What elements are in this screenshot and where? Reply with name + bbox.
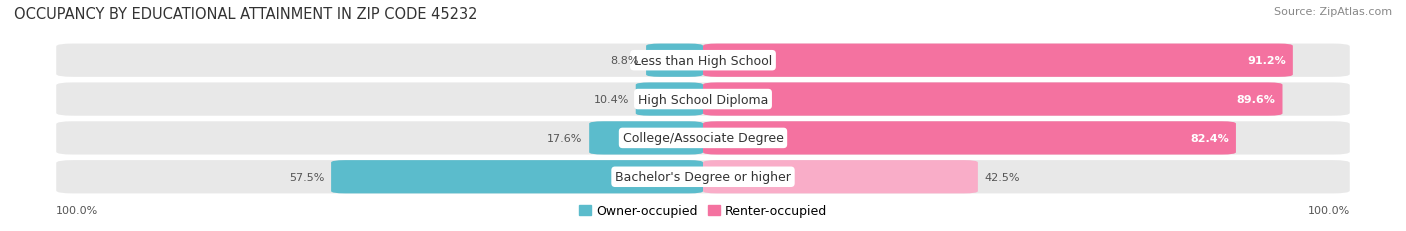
Text: 91.2%: 91.2%: [1247, 56, 1286, 66]
Text: 100.0%: 100.0%: [56, 206, 98, 216]
FancyBboxPatch shape: [56, 44, 1350, 77]
FancyBboxPatch shape: [636, 83, 703, 116]
FancyBboxPatch shape: [589, 122, 703, 155]
FancyBboxPatch shape: [703, 83, 1282, 116]
Text: High School Diploma: High School Diploma: [638, 93, 768, 106]
Text: 10.4%: 10.4%: [593, 95, 628, 105]
Text: 100.0%: 100.0%: [1308, 206, 1350, 216]
FancyBboxPatch shape: [703, 160, 979, 194]
FancyBboxPatch shape: [647, 44, 703, 77]
Text: College/Associate Degree: College/Associate Degree: [623, 132, 783, 145]
FancyBboxPatch shape: [56, 122, 1350, 155]
Text: 8.8%: 8.8%: [610, 56, 640, 66]
FancyBboxPatch shape: [56, 160, 1350, 194]
Text: Less than High School: Less than High School: [634, 55, 772, 67]
Legend: Owner-occupied, Renter-occupied: Owner-occupied, Renter-occupied: [574, 200, 832, 222]
Text: 42.5%: 42.5%: [984, 172, 1021, 182]
FancyBboxPatch shape: [56, 83, 1350, 116]
Text: OCCUPANCY BY EDUCATIONAL ATTAINMENT IN ZIP CODE 45232: OCCUPANCY BY EDUCATIONAL ATTAINMENT IN Z…: [14, 7, 478, 22]
Text: Source: ZipAtlas.com: Source: ZipAtlas.com: [1274, 7, 1392, 17]
FancyBboxPatch shape: [703, 44, 1294, 77]
Text: 89.6%: 89.6%: [1237, 95, 1275, 105]
Text: Bachelor's Degree or higher: Bachelor's Degree or higher: [614, 170, 792, 183]
Text: 17.6%: 17.6%: [547, 133, 582, 143]
Text: 82.4%: 82.4%: [1189, 133, 1229, 143]
Text: 57.5%: 57.5%: [288, 172, 323, 182]
FancyBboxPatch shape: [332, 160, 703, 194]
FancyBboxPatch shape: [703, 122, 1236, 155]
